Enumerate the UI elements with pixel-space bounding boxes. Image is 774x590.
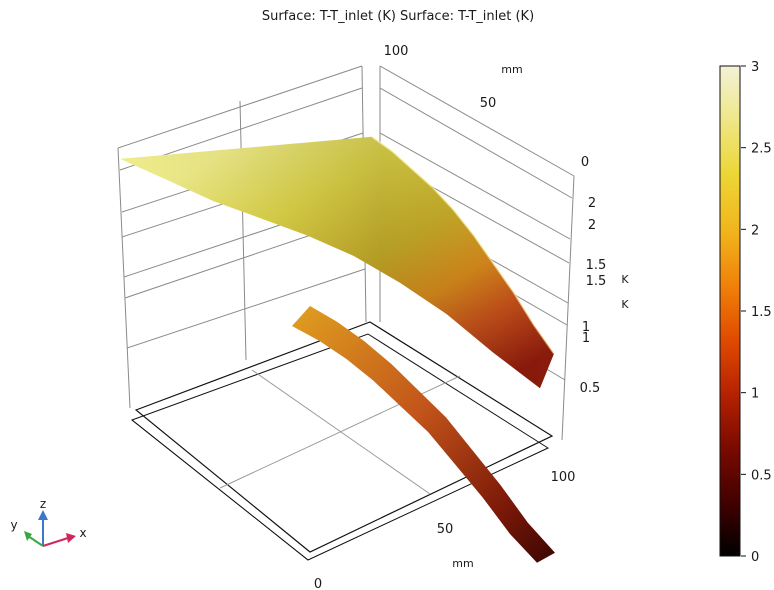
z-tick-front-0.5: 0.5 xyxy=(580,381,601,396)
z-tick-front-1: 1 xyxy=(582,331,590,346)
colorbar-tick-label: 2 xyxy=(751,223,759,238)
triad-y-label: y xyxy=(10,518,17,532)
colorbar-tick-label: 0 xyxy=(751,550,759,565)
y-tick-0: 0 xyxy=(581,155,589,170)
triad-x-label: x xyxy=(79,526,86,540)
surface-lower xyxy=(292,306,555,563)
axis-triad: z x y xyxy=(10,497,87,547)
y-tick-100: 100 xyxy=(384,44,409,59)
z-tick-front-1.5: 1.5 xyxy=(586,274,607,289)
floor-plane xyxy=(130,321,554,561)
colorbar-tick-label: 1 xyxy=(751,387,759,402)
x-tick-50: 50 xyxy=(437,522,454,537)
chart-title: Surface: T-T_inlet (K) Surface: T-T_inle… xyxy=(262,9,534,24)
x-axis-label: mm xyxy=(452,557,473,570)
z-tick-back-2: 2 xyxy=(588,196,596,211)
y-axis-label: mm xyxy=(501,63,522,76)
y-tick-50: 50 xyxy=(480,96,497,111)
z-tick-back-1.5: 1.5 xyxy=(586,258,607,273)
colorbar: 3 2.5 2 1.5 1 0.5 0 xyxy=(719,60,772,565)
surface-ridge-highlight xyxy=(371,135,555,355)
surface-plot xyxy=(120,135,555,563)
z-tick-front-2: 2 xyxy=(588,218,596,233)
x-tick-100: 100 xyxy=(551,470,576,485)
back-grid xyxy=(117,65,575,441)
colorbar-tick-label: 3 xyxy=(751,60,759,75)
z-tick-back-1: 1 xyxy=(582,320,590,335)
x-tick-0: 0 xyxy=(314,577,322,590)
z-axis-label-2: K xyxy=(621,298,629,311)
z-axis-label: K xyxy=(621,273,629,286)
colorbar-gradient xyxy=(719,65,741,557)
colorbar-tick-label: 0.5 xyxy=(751,468,772,483)
surface-shading xyxy=(120,136,554,389)
colorbar-tick-label: 1.5 xyxy=(751,305,772,320)
colorbar-tick-label: 2.5 xyxy=(751,142,772,157)
triad-z-label: z xyxy=(40,497,46,511)
